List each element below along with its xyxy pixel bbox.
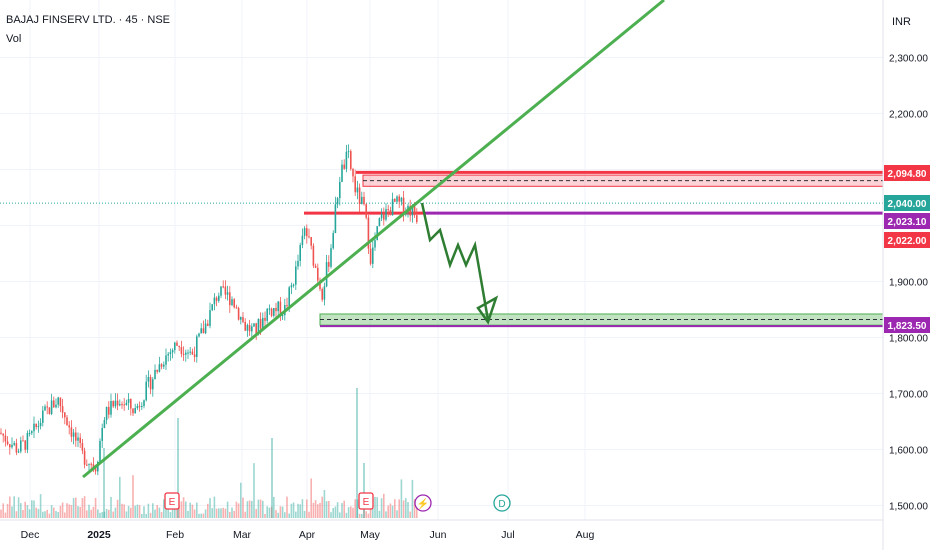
time-tick: Jun — [430, 529, 447, 541]
price-tag — [884, 213, 930, 229]
price-tick: 1,500.00 — [889, 502, 928, 513]
event-marker-label[interactable]: D — [498, 499, 505, 510]
price-tag-label: 2,022.00 — [888, 236, 927, 247]
currency-label: INR — [892, 16, 911, 28]
time-tick: Apr — [299, 529, 316, 541]
event-marker-label[interactable]: E — [363, 497, 370, 508]
price-tick: 2,200.00 — [889, 110, 928, 121]
price-tag-label: 2,094.80 — [888, 169, 927, 180]
price-axis[interactable]: 2,300.00 2,200.00 1,900.00 1,800.00 1,700.00… — [889, 54, 928, 513]
price-tick: 1,900.00 — [889, 278, 928, 289]
price-tick: 1,800.00 — [889, 334, 928, 345]
price-tag — [884, 232, 930, 248]
time-tick: Dec — [21, 529, 40, 541]
time-tick: 2025 — [87, 529, 111, 541]
time-tick: Aug — [576, 529, 595, 541]
trendline[interactable] — [82, 0, 665, 479]
candlesticks — [0, 144, 418, 476]
projection-path[interactable] — [420, 202, 490, 321]
price-tag — [884, 195, 930, 211]
time-tick: May — [360, 529, 381, 541]
time-axis[interactable]: Dec 2025 Feb Mar Apr May Jun Jul Aug — [21, 529, 595, 541]
time-tick: Mar — [233, 529, 252, 541]
price-tag-label: 2,023.10 — [888, 217, 927, 228]
price-tick: 2,300.00 — [889, 54, 928, 65]
event-markers: E E ⚡ D — [164, 492, 511, 512]
price-tag — [884, 165, 930, 181]
price-tick: 1,700.00 — [889, 390, 928, 401]
time-tick: Feb — [166, 529, 184, 541]
price-tick: 1,600.00 — [889, 446, 928, 457]
projection-arrow-head — [476, 295, 499, 325]
price-tag — [884, 317, 930, 333]
symbol-title: BAJAJ FINSERV LTD. · 45 · NSE — [6, 14, 170, 26]
chart-grid — [0, 0, 883, 520]
volume-label: Vol — [6, 33, 21, 45]
event-marker-label[interactable]: ⚡ — [417, 497, 429, 510]
price-tag-label: 1,823.50 — [888, 321, 927, 332]
event-marker-label[interactable]: E — [169, 497, 176, 508]
price-tags: 2,094.80 2,040.00 2,023.10 2,022.00 1,823.50 — [884, 165, 930, 333]
price-tag-label: 2,040.00 — [888, 199, 927, 210]
time-tick: Jul — [501, 529, 514, 541]
